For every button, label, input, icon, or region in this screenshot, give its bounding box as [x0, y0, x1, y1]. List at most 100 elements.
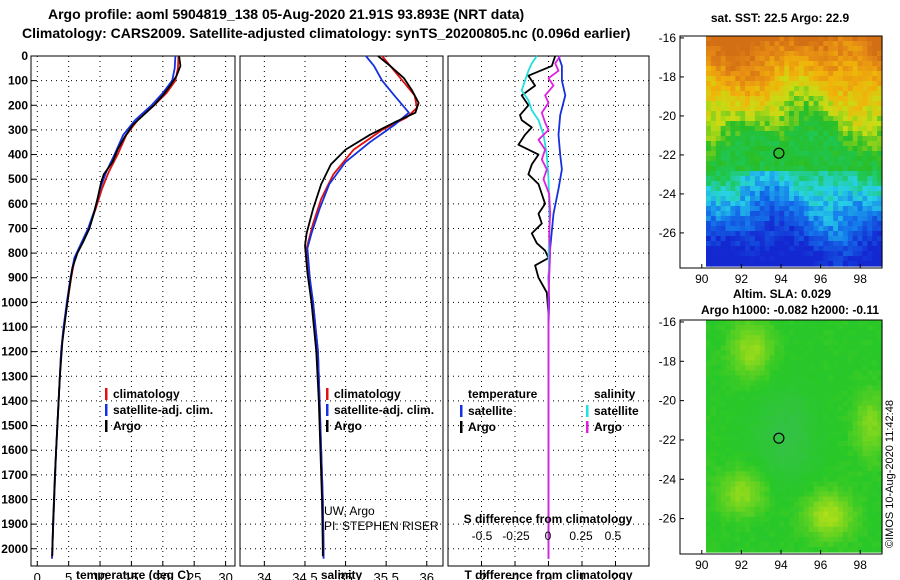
map-cell [715, 61, 722, 67]
map-cell [842, 405, 849, 412]
map-cell [847, 241, 854, 247]
map-cell [828, 211, 834, 217]
map-cell [857, 370, 864, 377]
map-cell [833, 81, 839, 87]
map-cell [715, 536, 722, 543]
map-cell [769, 395, 776, 402]
map-cell [764, 521, 771, 528]
map-cell [823, 156, 829, 162]
map-cell [862, 111, 868, 117]
map-cell [833, 340, 839, 346]
map-cell [877, 451, 883, 457]
map-cell [720, 46, 727, 52]
map-cell [823, 486, 829, 493]
map-cell [852, 486, 859, 493]
map-cell [750, 360, 756, 366]
map-cell [838, 141, 844, 147]
map-cell [789, 365, 795, 372]
map-cell [789, 216, 795, 222]
map-cell [750, 176, 756, 182]
map-cell [798, 476, 805, 482]
map-cell [710, 51, 717, 57]
map-cell [764, 466, 771, 472]
map-cell [745, 56, 751, 62]
map-cell [794, 415, 800, 422]
map-cell [852, 221, 859, 227]
x-tick-label: 35.5 [374, 570, 399, 580]
map-cell [735, 246, 741, 252]
map-cell [798, 226, 805, 232]
map-cell [872, 330, 878, 336]
map-cell [745, 491, 751, 498]
map-cell [823, 121, 829, 127]
map-cell [838, 380, 844, 387]
map-cell [838, 71, 844, 77]
map-cell [794, 400, 800, 407]
map-cell [789, 71, 795, 77]
map-cell [852, 166, 859, 172]
map-cell [862, 481, 868, 488]
map-cell [720, 86, 727, 92]
map-cell [867, 146, 873, 152]
map-cell [789, 441, 795, 447]
map-cell [813, 355, 820, 361]
map-cell [779, 345, 785, 351]
map-cell [818, 335, 824, 341]
map-cell [725, 91, 732, 97]
map-cell [857, 156, 864, 162]
map-cell [735, 320, 741, 326]
map-cell [784, 41, 790, 47]
map-cell [750, 156, 756, 162]
map-cell [813, 546, 820, 553]
map-cell [789, 471, 795, 477]
map-cell [872, 461, 878, 467]
map-cell [808, 166, 815, 172]
map-cell [764, 161, 771, 167]
map-cell [877, 430, 883, 437]
map-cell [745, 375, 751, 382]
map-cell [740, 466, 746, 472]
map-cell [808, 211, 815, 217]
map-cell [759, 471, 766, 477]
map-cell [774, 201, 780, 207]
map-cell [740, 526, 746, 533]
map-cell [803, 156, 810, 162]
map-cell [808, 365, 815, 372]
map-cell [745, 51, 751, 57]
map-cell [735, 395, 741, 402]
map-cell [779, 335, 785, 341]
map-cell [740, 226, 746, 232]
map-cell [852, 206, 859, 212]
map-cell [872, 226, 878, 232]
map-cell [794, 526, 800, 533]
map-cell [872, 325, 878, 331]
map-cell [784, 151, 790, 157]
map-cell [857, 355, 864, 361]
map-cell [706, 526, 712, 533]
map-cell [725, 466, 732, 472]
map-cell [823, 501, 829, 508]
map-cell [847, 350, 854, 356]
map-cell [823, 420, 829, 427]
map-cell [818, 456, 824, 462]
map-cell [750, 521, 756, 528]
map-cell [872, 231, 878, 237]
map-cell [808, 216, 815, 222]
map-cell [759, 425, 766, 432]
map-cell [745, 246, 751, 252]
map-cell [706, 410, 712, 417]
map-cell [754, 536, 761, 543]
map-cell [779, 446, 785, 452]
map-cell [784, 251, 790, 257]
map-cell [852, 96, 859, 102]
map-cell [754, 131, 761, 137]
map-cell [794, 320, 800, 326]
map-cell [852, 546, 859, 553]
map-cell [764, 231, 771, 237]
map-cell [754, 531, 761, 538]
map-cell [774, 436, 780, 442]
map-cell [833, 501, 839, 508]
map-cell [847, 481, 854, 488]
map-cell [813, 166, 820, 172]
map-cell [818, 101, 824, 107]
